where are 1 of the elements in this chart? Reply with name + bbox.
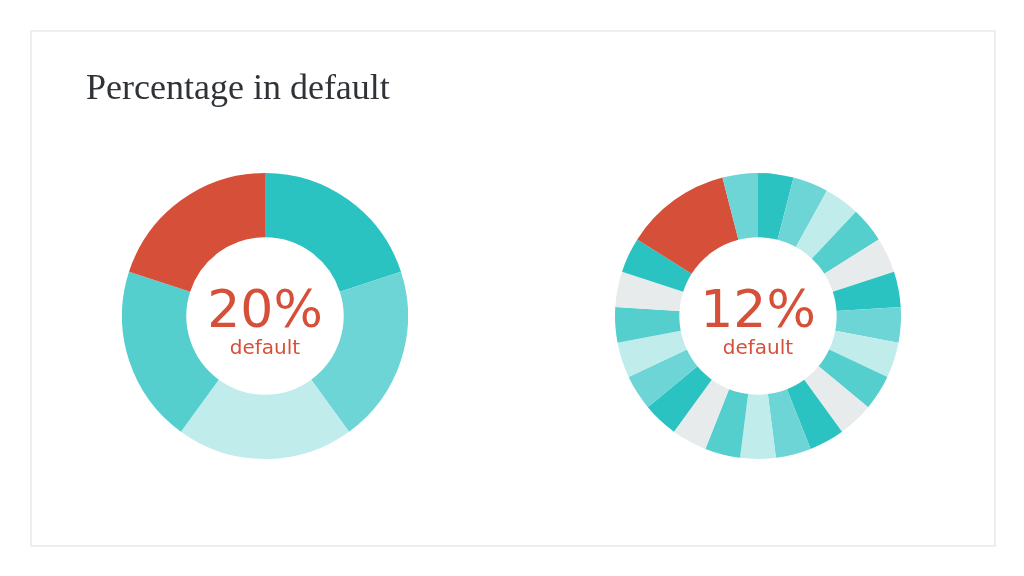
chart-title: Percentage in default xyxy=(86,66,390,108)
